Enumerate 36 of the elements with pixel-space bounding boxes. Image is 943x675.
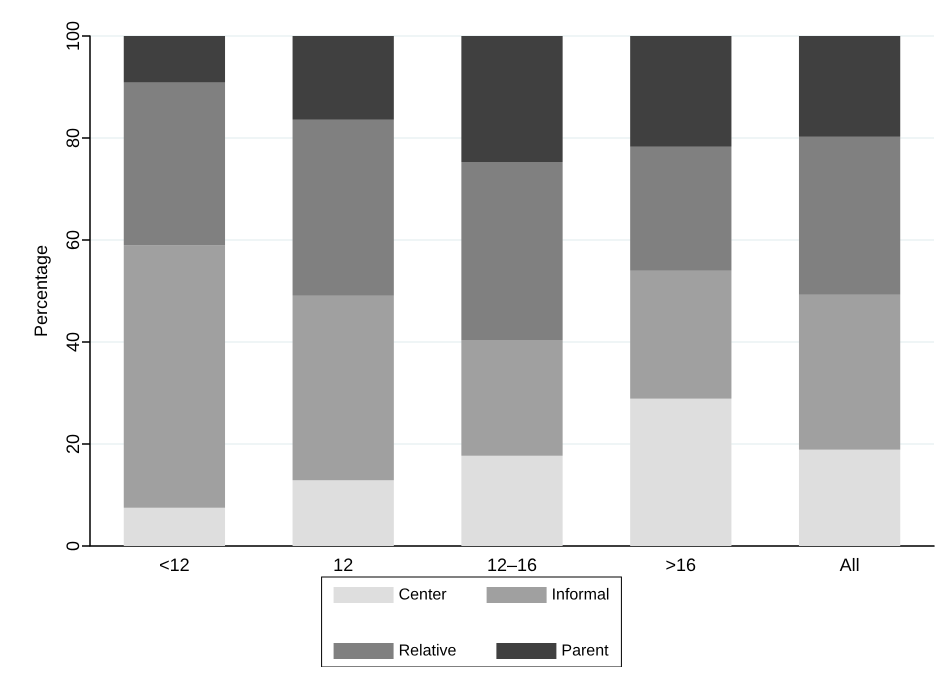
bar — [798, 450, 900, 546]
bar — [798, 136, 900, 295]
x-tick-label: 12 — [333, 555, 354, 575]
bar — [630, 270, 732, 399]
bar — [630, 36, 732, 147]
y-tick-label: 40 — [63, 332, 83, 352]
y-tick-label: 0 — [63, 540, 83, 552]
y-tick-label: 100 — [63, 20, 83, 52]
bar — [461, 340, 563, 456]
legend-label: Center — [398, 586, 448, 604]
legend-label: Relative — [398, 642, 456, 660]
bar — [461, 36, 563, 162]
bar — [461, 456, 563, 546]
bar — [124, 82, 226, 246]
bar — [124, 36, 226, 82]
x-tick-label: 12–16 — [486, 555, 538, 575]
y-tick-label: 80 — [63, 128, 83, 148]
bar — [292, 296, 394, 480]
bar — [630, 146, 732, 271]
bar — [292, 120, 394, 296]
bar — [630, 398, 732, 546]
x-tick-label: All — [840, 555, 860, 575]
bar — [124, 508, 226, 546]
y-tick-label: 60 — [63, 230, 83, 250]
bar — [798, 36, 900, 136]
y-tick-label: 20 — [63, 434, 83, 454]
legend-label: Informal — [552, 586, 610, 604]
bar — [292, 480, 394, 546]
bar — [292, 36, 394, 120]
bar — [798, 294, 900, 450]
bar — [461, 162, 563, 340]
y-axis-title: Percentage — [31, 244, 51, 338]
x-tick-label: >16 — [666, 555, 696, 575]
x-tick-label: <12 — [159, 555, 190, 575]
legend-label: Parent — [561, 642, 610, 660]
bar — [124, 245, 226, 508]
